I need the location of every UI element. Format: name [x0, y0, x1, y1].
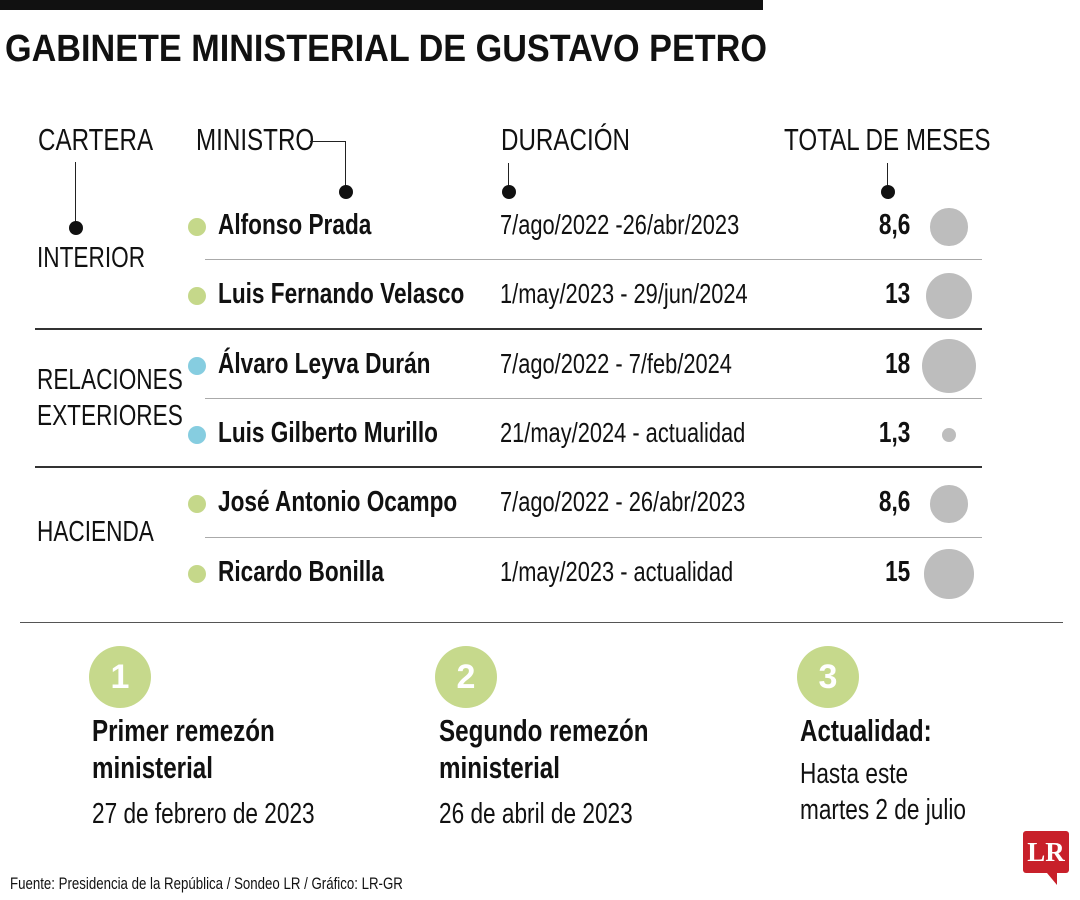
- milestone-date: Hasta este martes 2 de julio: [800, 758, 966, 826]
- section-divider: [35, 466, 982, 468]
- duration: 21/may/2024 - actualidad: [500, 417, 746, 448]
- duration: 1/may/2023 - actualidad: [500, 556, 734, 587]
- cartera-color-dot: [188, 565, 206, 583]
- header-cartera: CARTERA: [38, 122, 154, 157]
- row-divider: [205, 398, 982, 399]
- minister-name: Álvaro Leyva Durán: [218, 348, 431, 380]
- lr-logo: LR: [1023, 831, 1069, 873]
- total-months: 15: [884, 556, 910, 588]
- milestone-number: 1: [89, 646, 151, 708]
- header-total: TOTAL DE MESES: [784, 122, 991, 157]
- milestone-number: 3: [797, 646, 859, 708]
- pointer-line: [310, 141, 346, 142]
- section-divider: [35, 328, 982, 330]
- milestone-title: Segundo remezón ministerial: [439, 713, 649, 785]
- milestone-title: Primer remezón ministerial: [92, 713, 275, 785]
- table-row: Ricardo Bonilla 1/may/2023 - actualidad …: [0, 549, 1080, 599]
- pointer-line: [345, 141, 346, 187]
- pointer-line: [887, 163, 888, 187]
- milestone-date: 26 de abril de 2023: [439, 798, 633, 830]
- months-bubble: [926, 273, 972, 319]
- cartera-interior: INTERIOR: [37, 242, 146, 274]
- cartera-color-dot: [188, 426, 206, 444]
- months-bubble: [930, 485, 968, 523]
- source-note: Fuente: Presidencia de la República / So…: [10, 874, 403, 893]
- table-row: Álvaro Leyva Durán 7/ago/2022 - 7/feb/20…: [0, 339, 1080, 393]
- lr-logo-tail: [1047, 873, 1057, 885]
- milestone-date: 27 de febrero de 2023: [92, 798, 315, 830]
- minister-name: Alfonso Prada: [218, 209, 372, 241]
- cartera-hacienda: HACIENDA: [37, 516, 154, 548]
- duration: 7/ago/2022 - 7/feb/2024: [500, 348, 732, 379]
- row-divider: [205, 259, 982, 260]
- pointer-dot: [502, 185, 516, 199]
- cartera-color-dot: [188, 218, 206, 236]
- pointer-dot: [69, 221, 83, 235]
- cartera-exteriores: EXTERIORES: [37, 400, 183, 432]
- milestone-title: Actualidad:: [800, 713, 932, 748]
- milestone-number: 2: [435, 646, 497, 708]
- cartera-color-dot: [188, 287, 206, 305]
- total-months: 13: [884, 278, 910, 310]
- header-ministro: MINISTRO: [196, 122, 315, 157]
- pointer-line: [508, 163, 509, 187]
- months-bubble: [924, 549, 974, 599]
- minister-name: Ricardo Bonilla: [218, 556, 384, 588]
- cartera-color-dot: [188, 495, 206, 513]
- minister-name: Luis Fernando Velasco: [218, 278, 465, 310]
- duration: 7/ago/2022 -26/abr/2023: [500, 209, 740, 240]
- table-row: José Antonio Ocampo 7/ago/2022 - 26/abr/…: [0, 484, 1080, 524]
- pointer-line: [75, 162, 76, 222]
- cartera-relaciones: RELACIONES: [37, 364, 183, 396]
- months-bubble: [930, 208, 968, 246]
- cartera-color-dot: [188, 357, 206, 375]
- row-divider: [205, 537, 982, 538]
- total-months: 18: [884, 348, 910, 380]
- footer-divider: [20, 622, 1063, 623]
- total-months: 8,6: [878, 486, 910, 518]
- pointer-dot: [339, 185, 353, 199]
- minister-name: José Antonio Ocampo: [218, 486, 458, 518]
- minister-name: Luis Gilberto Murillo: [218, 417, 438, 449]
- page-title: GABINETE MINISTERIAL DE GUSTAVO PETRO: [5, 28, 767, 70]
- months-bubble: [922, 339, 976, 393]
- pointer-dot: [881, 185, 895, 199]
- total-months: 1,3: [878, 417, 910, 449]
- table-row: Alfonso Prada 7/ago/2022 -26/abr/2023 8,…: [0, 207, 1080, 247]
- months-bubble: [941, 427, 957, 443]
- table-row: Luis Fernando Velasco 1/may/2023 - 29/ju…: [0, 273, 1080, 319]
- duration: 7/ago/2022 - 26/abr/2023: [500, 486, 746, 517]
- table-row: Luis Gilberto Murillo 21/may/2024 - actu…: [0, 415, 1080, 455]
- header-duracion: DURACIÓN: [501, 122, 630, 157]
- duration: 1/may/2023 - 29/jun/2024: [500, 278, 748, 309]
- top-bar: [0, 0, 763, 10]
- total-months: 8,6: [878, 209, 910, 241]
